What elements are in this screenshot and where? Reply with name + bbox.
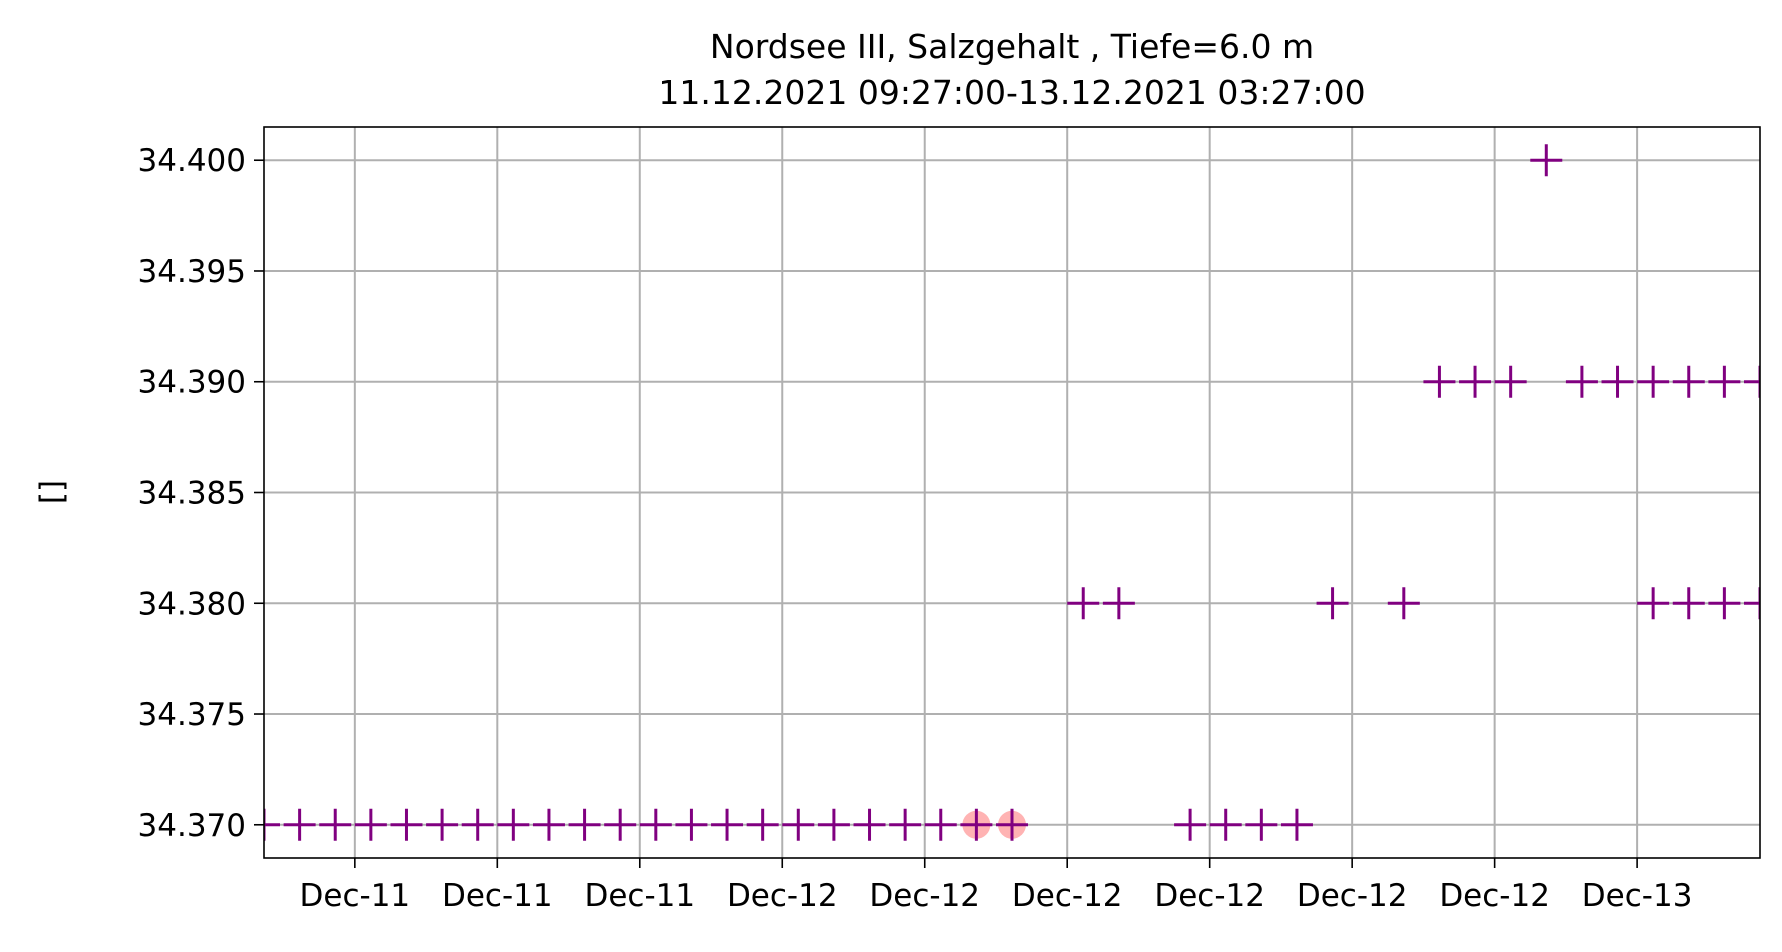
data-point [1708,587,1741,620]
x-tick-label: Dec-12 [1154,878,1265,914]
data-point [1423,365,1456,398]
data-point [283,808,316,841]
x-tick-label: Dec-12 [869,878,980,914]
x-tick-label: Dec-13 [1582,878,1693,914]
data-point [1174,808,1207,841]
data-point [497,808,530,841]
data-point [817,808,850,841]
axis-ticks: Dec-11 Dec-11 Dec-11 Dec-12 Dec-12 Dec-12 Dec-… [138,143,1693,914]
data-point [1744,587,1760,620]
data-point [782,808,815,841]
y-tick-label: 34.400 [138,143,246,179]
chart-subtitle: 11.12.2021 09:27:00-13.12.2021 03:27:00 [658,73,1365,112]
data-point [853,808,886,841]
y-tick-label: 34.370 [138,808,246,844]
x-tick-label: Dec-12 [1297,878,1408,914]
x-tick-label: Dec-12 [1012,878,1123,914]
data-point [568,808,601,841]
data-point [889,808,922,841]
data-point [1102,587,1135,620]
data-point [960,808,993,841]
data-markers [264,144,1760,841]
y-tick-label: 34.390 [138,365,246,401]
data-point [354,808,387,841]
data-point [1245,808,1278,841]
x-tick-label: Dec-11 [584,878,695,914]
data-point [1209,808,1242,841]
data-point [1672,587,1705,620]
data-point [711,808,744,841]
data-point [996,808,1028,841]
data-point [426,808,459,841]
data-point [604,808,637,841]
y-axis-label: [] [34,480,70,504]
data-point [532,808,565,841]
data-point [1494,365,1527,398]
data-point [746,808,779,841]
data-point [1672,365,1705,398]
y-tick-label: 34.395 [138,254,246,290]
data-point [1280,808,1313,841]
data-point [1744,365,1760,398]
data-point [264,808,280,841]
data-point [1601,365,1634,398]
data-point [1637,587,1670,620]
data-point [390,808,423,841]
x-tick-label: Dec-11 [442,878,553,914]
data-point [924,808,957,841]
y-tick-label: 34.385 [138,476,246,512]
data-point [639,808,672,841]
data-point [461,808,494,841]
data-point [1459,365,1492,398]
chart-title: Nordsee III, Salzgehalt , Tiefe=6.0 m [710,27,1314,66]
x-tick-label: Dec-12 [727,878,838,914]
data-point [1316,587,1349,620]
x-tick-label: Dec-12 [1439,878,1550,914]
data-point [1565,365,1598,398]
data-point [675,808,708,841]
data-point [1067,587,1100,620]
y-tick-label: 34.380 [138,586,246,622]
x-tick-label: Dec-11 [300,878,411,914]
data-point [1637,365,1670,398]
data-point [319,808,352,841]
data-point [1387,587,1420,620]
data-point [1708,365,1741,398]
y-tick-label: 34.375 [138,697,246,733]
data-point [1530,144,1563,177]
